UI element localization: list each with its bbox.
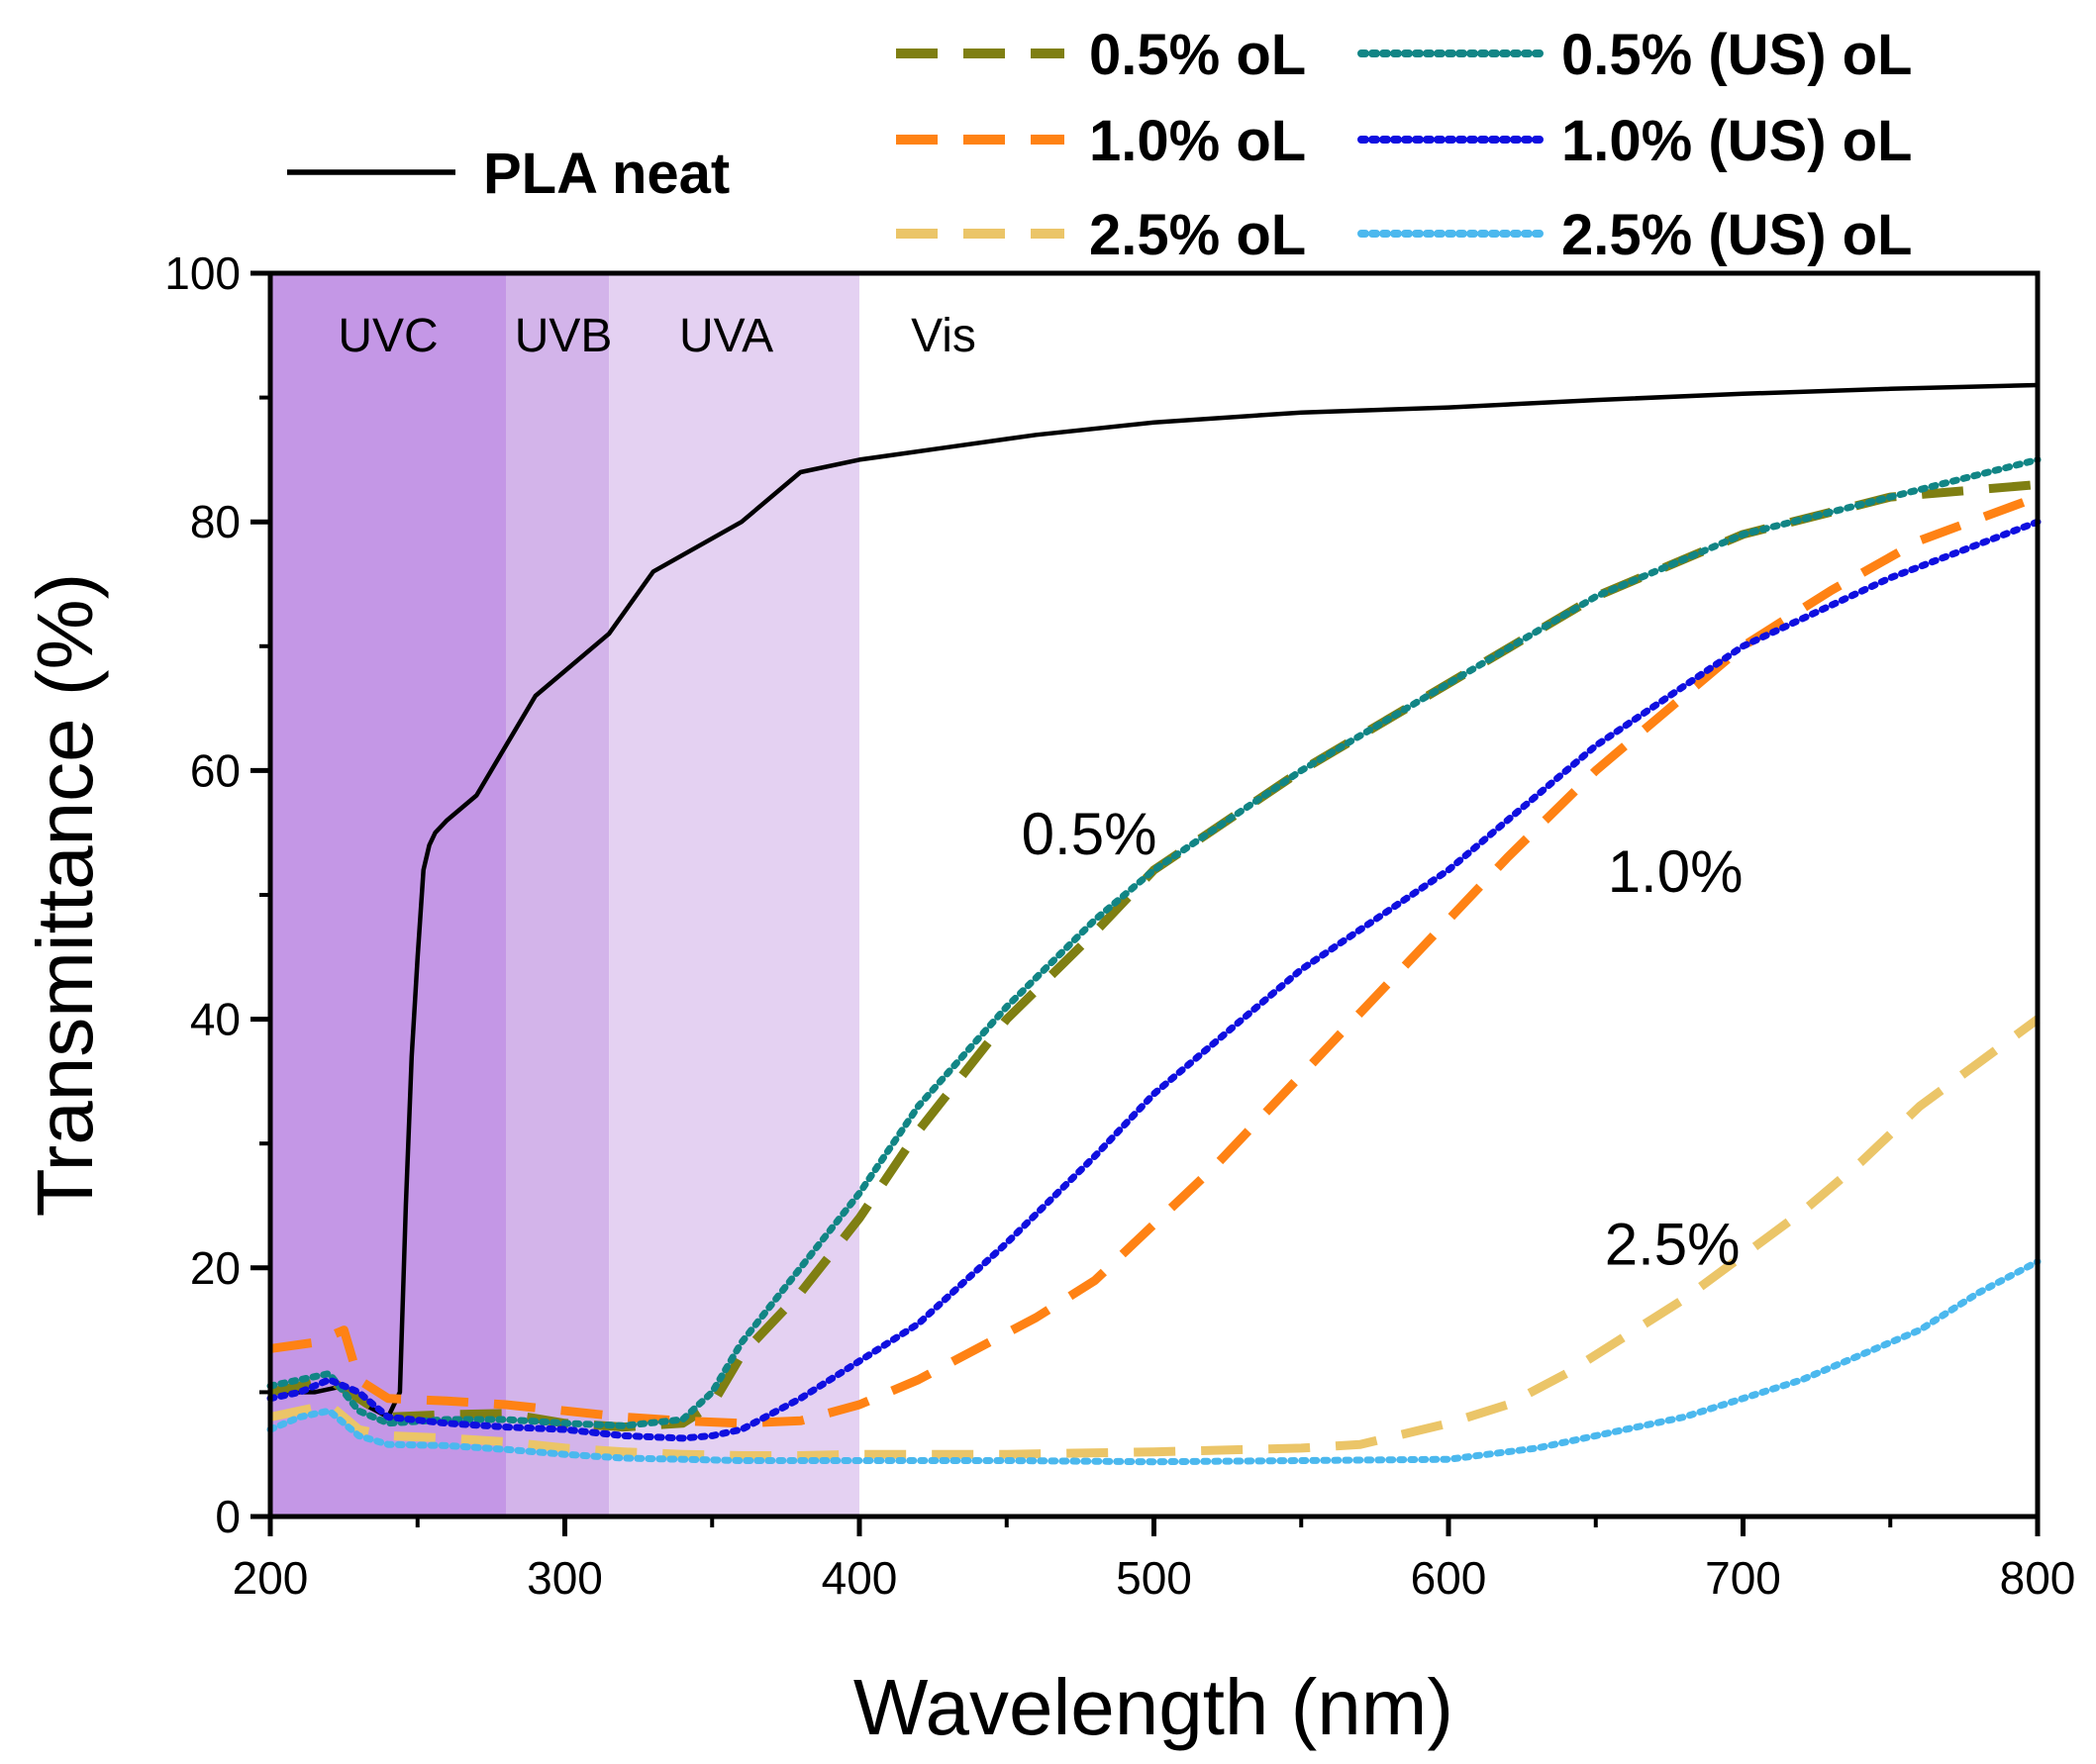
- x-tick-label-200: 200: [233, 1552, 309, 1604]
- legend-label-0-5-us-ol: 0.5% (US) oL: [1561, 23, 1913, 87]
- band-label-uva: UVA: [679, 310, 773, 362]
- band-vis: [859, 273, 2038, 1517]
- annotation-0-5: 0.5%: [1022, 801, 1157, 867]
- legend-label-2-5-ol: 2.5% oL: [1089, 203, 1306, 267]
- legend-label-0-5-ol: 0.5% oL: [1089, 23, 1306, 87]
- y-tick-label-100: 100: [164, 247, 241, 299]
- y-tick-label-80: 80: [190, 496, 241, 547]
- series-2-5-ol: [269, 1015, 2041, 1460]
- legend-label-1-0-us-ol: 1.0% (US) oL: [1561, 109, 1913, 173]
- x-tick-label-700: 700: [1705, 1552, 1781, 1604]
- annotation-2-5: 2.5%: [1605, 1212, 1741, 1278]
- y-tick-label-40: 40: [190, 994, 241, 1045]
- band-labels: UVC UVB UVA Vis: [338, 310, 976, 362]
- y-tick-label-60: 60: [190, 744, 241, 796]
- legend-label-pla-neat: PLA neat: [483, 142, 730, 206]
- data-series: [266, 382, 2042, 1466]
- annotation-1-0: 1.0%: [1608, 838, 1744, 905]
- series-0-5-ol: [269, 480, 2039, 1432]
- y-tick-label-20: 20: [190, 1242, 241, 1294]
- x-tick-label-300: 300: [527, 1552, 603, 1604]
- series-0-5-us-ol: [266, 455, 2042, 1429]
- band-uvb: [506, 273, 610, 1517]
- x-tick-label-400: 400: [822, 1552, 898, 1604]
- legend-label-1-0-ol: 1.0% oL: [1089, 109, 1306, 173]
- legend: PLA neat 0.5% oL 1.0% oL 2.5% oL 0.5% (US) o…: [287, 23, 1913, 267]
- series-2-5-us-ol: [266, 1258, 2042, 1466]
- x-axis-title: Wavelength (nm): [853, 1663, 1453, 1751]
- x-tick-label-600: 600: [1411, 1552, 1487, 1604]
- band-uva: [609, 273, 859, 1517]
- axis-ticks: 200 300 400 500 600 700 800 0 20 40 60 80 100: [164, 247, 2075, 1604]
- x-tick-label-500: 500: [1116, 1552, 1192, 1604]
- band-label-uvc: UVC: [338, 310, 438, 362]
- spectral-bands: [270, 273, 2038, 1517]
- y-tick-label-0: 0: [215, 1491, 241, 1542]
- curve-annotations: 0.5% 1.0% 2.5%: [1022, 801, 1744, 1277]
- y-axis-title: Transmittance (%): [21, 573, 109, 1218]
- band-label-uvb: UVB: [515, 310, 613, 362]
- band-label-vis: Vis: [911, 310, 976, 362]
- series-1-0-ol: [269, 492, 2040, 1428]
- series-pla-neat: [270, 382, 2039, 1420]
- legend-label-2-5-us-ol: 2.5% (US) oL: [1561, 203, 1913, 267]
- series-1-0-us-ol: [266, 518, 2042, 1442]
- band-uvc: [270, 273, 506, 1517]
- x-tick-label-800: 800: [2000, 1552, 2076, 1604]
